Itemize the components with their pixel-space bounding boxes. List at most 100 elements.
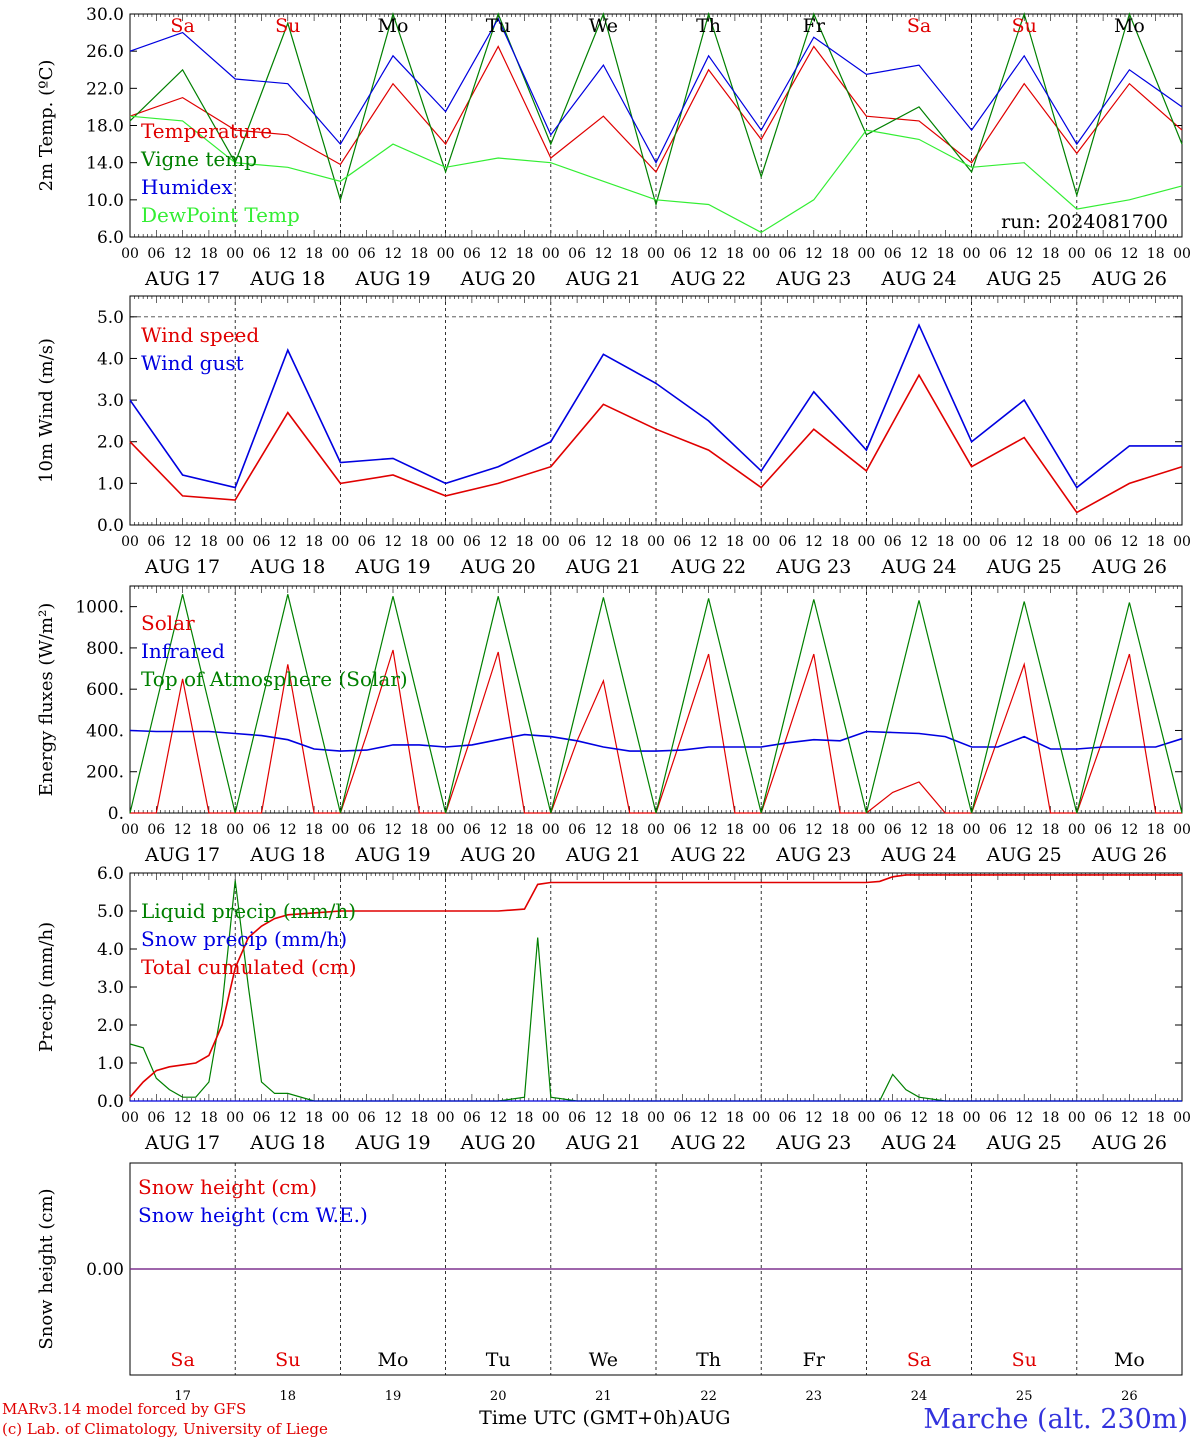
date-label: AUG 26 bbox=[1091, 268, 1167, 290]
series-line-wind-speed bbox=[129, 373, 1183, 514]
hour-tick-label: 18 bbox=[516, 534, 534, 550]
y-tick-label: 4.0 bbox=[97, 940, 124, 960]
series-line-total-cumulated-cm bbox=[129, 874, 1182, 1098]
y-axis-label: Precip (mm/h) bbox=[36, 922, 57, 1052]
hour-tick-label: 06 bbox=[779, 822, 797, 838]
hour-tick-label: 00 bbox=[226, 246, 244, 262]
hour-tick-label: 00 bbox=[1068, 1110, 1086, 1126]
series-line-liquid-precip-mm-h bbox=[129, 880, 1182, 1102]
date-label: AUG 25 bbox=[986, 268, 1062, 290]
hour-tick-label: 18 bbox=[621, 246, 639, 262]
hour-tick-label: 06 bbox=[358, 822, 376, 838]
hour-tick-label: 06 bbox=[253, 1110, 271, 1126]
hour-tick-label: 18 bbox=[621, 534, 639, 550]
hour-tick-label: 18 bbox=[1042, 1110, 1060, 1126]
date-label: AUG 24 bbox=[880, 844, 956, 866]
hour-tick-label: 18 bbox=[831, 246, 849, 262]
hour-tick-label: 00 bbox=[1068, 246, 1086, 262]
series-line-top-of-atmosphere-solar bbox=[129, 594, 1183, 814]
y-tick-label: 3.0 bbox=[97, 391, 124, 411]
model-credit: MARv3.14 model forced by GFS bbox=[2, 1400, 246, 1418]
y-tick-label: 26.0 bbox=[86, 42, 124, 62]
y-tick-label: 2.0 bbox=[97, 1016, 124, 1036]
legend-entry: Total cumulated (cm) bbox=[141, 955, 357, 979]
date-label: AUG 23 bbox=[775, 556, 851, 578]
hour-tick-label: 00 bbox=[1173, 822, 1191, 838]
day-number-label: 19 bbox=[385, 1389, 402, 1404]
day-of-week-label: Sa bbox=[907, 1349, 931, 1371]
hour-tick-label: 18 bbox=[1042, 246, 1060, 262]
date-label: AUG 19 bbox=[354, 268, 430, 290]
hour-tick-label: 18 bbox=[516, 246, 534, 262]
hour-tick-label: 12 bbox=[700, 1110, 718, 1126]
day-of-week-label: Su bbox=[275, 1349, 300, 1371]
legend-entry: Vigne temp bbox=[140, 147, 257, 171]
series-line-infrared bbox=[129, 729, 1183, 752]
hour-tick-label: 06 bbox=[673, 1110, 691, 1126]
date-label: AUG 17 bbox=[144, 556, 220, 578]
hour-tick-label: 12 bbox=[384, 1110, 402, 1126]
day-number-label: 18 bbox=[280, 1389, 297, 1404]
date-label: AUG 23 bbox=[775, 844, 851, 866]
hour-tick-label: 06 bbox=[568, 822, 586, 838]
hour-tick-label: 12 bbox=[805, 1110, 823, 1126]
hour-tick-label: 12 bbox=[279, 822, 297, 838]
day-of-week-label: Th bbox=[696, 1349, 721, 1371]
hour-tick-label: 06 bbox=[463, 1110, 481, 1126]
hour-tick-label: 18 bbox=[305, 1110, 323, 1126]
y-axis-label: 10m Wind (m/s) bbox=[36, 338, 57, 483]
day-of-week-label: Mo bbox=[1114, 1349, 1145, 1371]
hour-tick-label: 18 bbox=[831, 1110, 849, 1126]
hour-tick-label: 12 bbox=[1120, 246, 1138, 262]
hour-tick-label: 18 bbox=[305, 534, 323, 550]
date-label: AUG 17 bbox=[144, 268, 220, 290]
month-label: AUG bbox=[685, 1407, 731, 1429]
hour-tick-label: 06 bbox=[568, 1110, 586, 1126]
hour-tick-label: 00 bbox=[542, 246, 560, 262]
hour-tick-label: 00 bbox=[752, 1110, 770, 1126]
run-label: run: 2024081700 bbox=[1001, 211, 1168, 233]
hour-tick-label: 00 bbox=[1068, 822, 1086, 838]
y-tick-label: 14.0 bbox=[86, 154, 124, 174]
hour-tick-label: 00 bbox=[1173, 1110, 1191, 1126]
hour-tick-label: 06 bbox=[884, 534, 902, 550]
y-tick-label: 0.0 bbox=[97, 1092, 124, 1112]
hour-tick-label: 12 bbox=[805, 534, 823, 550]
hour-tick-label: 06 bbox=[568, 246, 586, 262]
hour-tick-label: 00 bbox=[121, 246, 139, 262]
hour-tick-label: 00 bbox=[963, 822, 981, 838]
hour-tick-label: 18 bbox=[410, 246, 428, 262]
hour-tick-label: 12 bbox=[1015, 822, 1033, 838]
date-label: AUG 21 bbox=[565, 844, 641, 866]
hour-tick-label: 00 bbox=[963, 534, 981, 550]
legend-entry: DewPoint Temp bbox=[141, 203, 300, 227]
day-of-week-label: Mo bbox=[1114, 15, 1145, 37]
hour-tick-label: 18 bbox=[726, 246, 744, 262]
hour-tick-label: 18 bbox=[1042, 534, 1060, 550]
legend-entry: Liquid precip (mm/h) bbox=[141, 899, 356, 923]
y-tick-label: 600. bbox=[86, 680, 124, 700]
date-label: AUG 22 bbox=[670, 556, 746, 578]
y-tick-label: 0. bbox=[108, 804, 124, 824]
hour-tick-label: 18 bbox=[936, 822, 954, 838]
series-line-vigne-temp bbox=[129, 11, 1183, 207]
hour-tick-label: 12 bbox=[1015, 1110, 1033, 1126]
hour-tick-label: 00 bbox=[437, 822, 455, 838]
date-label: AUG 21 bbox=[565, 556, 641, 578]
hour-tick-label: 12 bbox=[489, 534, 507, 550]
hour-tick-label: 00 bbox=[647, 1110, 665, 1126]
hour-tick-label: 18 bbox=[1147, 822, 1165, 838]
date-label: AUG 20 bbox=[460, 844, 536, 866]
series-line-humidex bbox=[129, 17, 1183, 165]
hour-tick-label: 18 bbox=[200, 246, 218, 262]
hour-tick-label: 12 bbox=[910, 1110, 928, 1126]
hour-tick-label: 12 bbox=[489, 1110, 507, 1126]
hour-tick-label: 12 bbox=[910, 822, 928, 838]
hour-tick-label: 00 bbox=[647, 246, 665, 262]
day-number-label: 21 bbox=[595, 1389, 612, 1404]
hour-tick-label: 00 bbox=[437, 1110, 455, 1126]
hour-tick-label: 12 bbox=[489, 246, 507, 262]
lab-credit: (c) Lab. of Climatology, University of L… bbox=[2, 1420, 328, 1438]
hour-tick-label: 00 bbox=[121, 534, 139, 550]
hour-tick-label: 12 bbox=[1120, 534, 1138, 550]
